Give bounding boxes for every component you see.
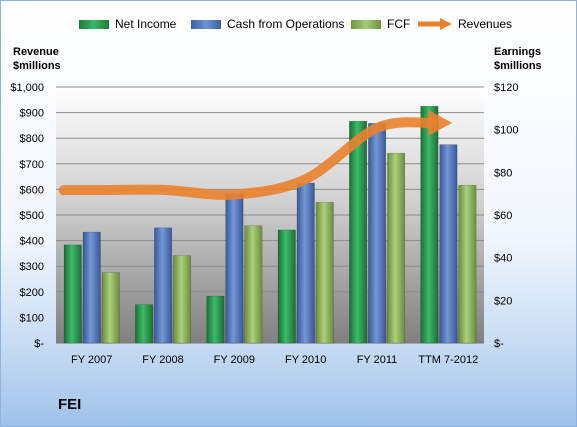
left-tick-label: $1,000 (10, 82, 44, 94)
bar-net-income (135, 304, 154, 344)
x-tick-label: FY 2011 (357, 354, 398, 366)
bar-net-income (206, 295, 225, 344)
right-tick-label: $- (494, 338, 504, 350)
bar-cash-from-operations (368, 123, 387, 344)
revenues-arrowhead (428, 109, 453, 136)
bar-fcf (387, 152, 406, 344)
right-tick-label: $40 (494, 253, 512, 265)
left-axis-title-line2: $millions (13, 60, 61, 72)
right-tick-label: $120 (494, 82, 518, 94)
bar-fcf (101, 272, 120, 344)
left-tick-label: $500 (20, 210, 44, 222)
bar-fcf (173, 255, 192, 344)
x-tick-label: FY 2007 (71, 354, 112, 366)
bar-cash-from-operations (82, 231, 101, 344)
legend-item-revenues: Revenues (418, 14, 512, 34)
left-tick-label: $800 (20, 133, 44, 145)
bar-net-income (349, 120, 368, 344)
x-tick-label: FY 2009 (214, 354, 255, 366)
legend-label-fcf: FCF (387, 17, 411, 31)
bar-cash-from-operations (439, 144, 458, 344)
legend-swatch-cash-from-operations (191, 19, 221, 29)
legend-swatch-fcf (351, 19, 381, 29)
right-tick-label: $100 (494, 125, 518, 137)
bar-fcf (315, 201, 334, 344)
bar-fcf (458, 184, 477, 344)
legend-label-net-income: Net Income (115, 17, 177, 31)
legend-item-cash-from-operations: Cash from Operations (191, 14, 344, 34)
x-tick-label: FY 2010 (285, 354, 326, 366)
legend-item-fcf: FCF (351, 14, 410, 34)
right-axis-title-line2: $millions (494, 60, 542, 72)
chart-legend: Net Income Cash from Operations FCF Reve… (0, 14, 577, 34)
left-tick-label: $900 (20, 108, 44, 120)
x-tick-label: TTM 7-2012 (418, 354, 478, 366)
right-axis-title: Earnings $millions (494, 45, 542, 73)
bar-cash-from-operations (225, 193, 244, 344)
company-label: FEI (58, 396, 82, 413)
left-tick-label: $300 (20, 261, 44, 273)
legend-swatch-revenues (418, 18, 452, 30)
left-tick-label: $600 (20, 184, 44, 196)
left-tick-label: $400 (20, 236, 44, 248)
bar-net-income (420, 105, 439, 344)
legend-label-revenues: Revenues (458, 17, 513, 31)
left-tick-label: $700 (20, 159, 44, 171)
bar-net-income (63, 244, 82, 344)
bar-cash-from-operations (296, 182, 315, 344)
left-tick-label: $- (34, 338, 44, 350)
x-tick-label: FY 2008 (142, 354, 183, 366)
legend-item-net-income: Net Income (79, 14, 176, 34)
legend-label-cash-from-operations: Cash from Operations (227, 17, 345, 31)
right-tick-label: $60 (494, 210, 512, 222)
legend-swatch-net-income (79, 19, 109, 29)
left-axis-title: Revenue $millions (13, 45, 61, 73)
revenues-line (58, 117, 438, 200)
left-tick-label: $200 (20, 287, 44, 299)
right-tick-label: $20 (494, 295, 512, 307)
right-tick-label: $80 (494, 167, 512, 179)
right-axis-title-line1: Earnings (494, 46, 542, 58)
bar-fcf (244, 225, 263, 344)
left-tick-label: $100 (20, 312, 44, 324)
bar-net-income (277, 229, 296, 344)
bar-cash-from-operations (154, 227, 173, 344)
left-axis-title-line1: Revenue (13, 46, 59, 58)
